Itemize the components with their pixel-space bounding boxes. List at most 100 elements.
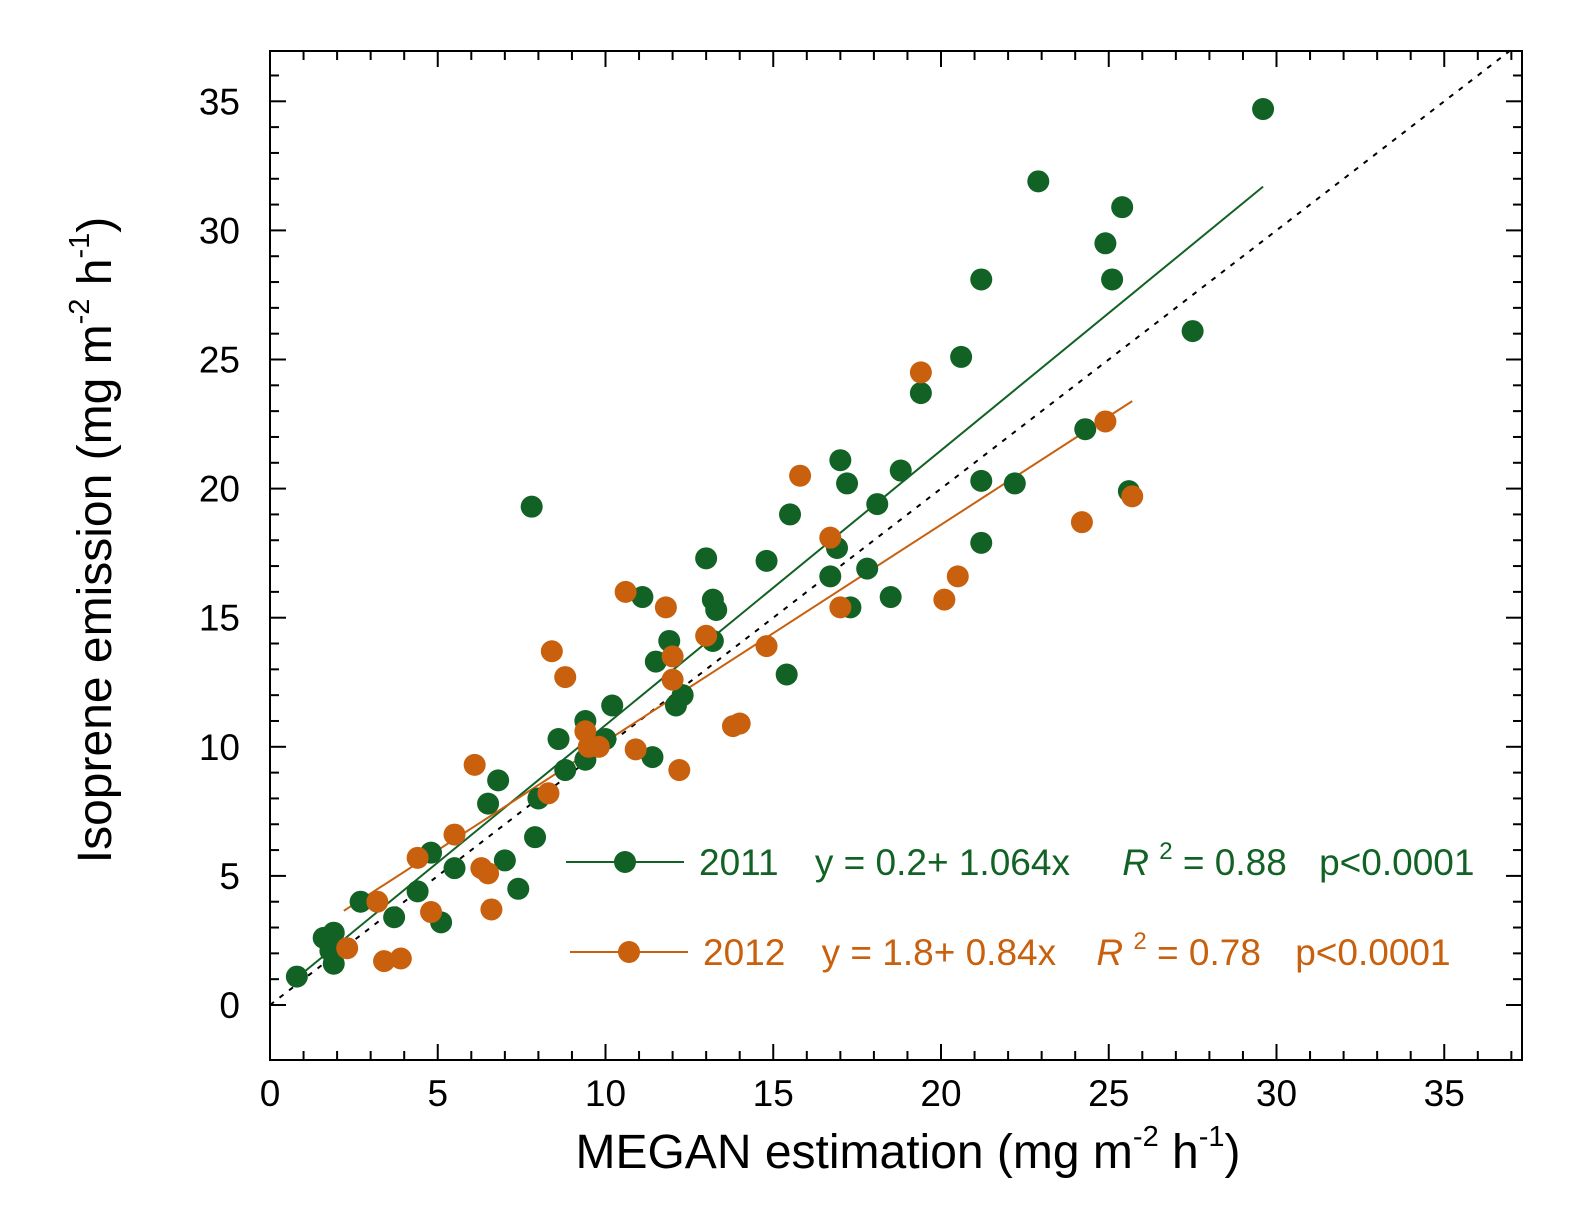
- point-2011: [1111, 196, 1134, 219]
- legend-r-label-2012: R: [1096, 932, 1123, 973]
- point-2011: [879, 586, 902, 609]
- fit-line-2011: [292, 185, 1264, 982]
- point-2011: [950, 345, 973, 368]
- legend-marker-2012: [618, 941, 640, 963]
- point-2011: [819, 565, 842, 588]
- point-2012: [1070, 511, 1093, 534]
- legend-marker-2011: [614, 851, 636, 873]
- legend-equation-2012: y = 1.8+ 0.84x: [822, 932, 1057, 973]
- point-2011: [554, 759, 577, 782]
- x-tick-label: 10: [585, 1073, 626, 1114]
- point-2011: [383, 906, 406, 929]
- point-2012: [909, 361, 932, 384]
- point-2011: [641, 746, 664, 769]
- point-2011: [487, 769, 510, 792]
- point-2012: [624, 738, 647, 761]
- point-2011: [970, 531, 993, 554]
- point-2012: [540, 640, 563, 663]
- point-2011: [755, 549, 778, 572]
- point-2011: [524, 826, 547, 849]
- point-2011: [1181, 320, 1204, 343]
- point-2011: [836, 472, 859, 495]
- point-2011: [477, 792, 500, 815]
- point-2012: [373, 950, 396, 973]
- point-2011: [829, 449, 852, 472]
- point-2011: [705, 598, 728, 621]
- point-2011: [856, 557, 879, 580]
- legend-background: [555, 828, 1505, 978]
- point-2011: [349, 890, 372, 913]
- point-2012: [554, 666, 577, 689]
- point-2011: [520, 495, 543, 518]
- point-2011: [493, 849, 516, 872]
- point-2011: [1074, 418, 1097, 441]
- point-2011: [285, 965, 308, 988]
- point-2011: [406, 880, 429, 903]
- data-points: [285, 98, 1275, 988]
- fit-line-2012: [343, 400, 1133, 912]
- y-tick-label: 0: [219, 985, 240, 1026]
- point-2012: [946, 565, 969, 588]
- y-axis-title: Isoprene emission (mg m-2 h-1): [64, 217, 122, 863]
- point-2011: [322, 952, 345, 975]
- legend-r-sup-2011: 2: [1159, 838, 1172, 865]
- point-2012: [336, 937, 359, 960]
- point-2011: [1252, 98, 1275, 121]
- point-2011: [970, 268, 993, 291]
- point-2012: [477, 862, 500, 885]
- point-2012: [789, 464, 812, 487]
- point-2011: [1094, 232, 1117, 255]
- point-2011: [779, 503, 802, 526]
- legend-label-2012: 2012 y = 1.8+ 0.84x R 2 = 0.78 p<0.0001: [703, 916, 1451, 973]
- point-2012: [933, 588, 956, 611]
- point-2011: [866, 493, 889, 516]
- point-2012: [406, 846, 429, 869]
- y-tick-label: 30: [199, 210, 240, 251]
- point-2011: [631, 586, 654, 609]
- point-2012: [1121, 485, 1144, 508]
- one-to-one-line: [269, 50, 1511, 1006]
- legend-year-2012: 2012: [703, 932, 785, 973]
- legend-equation-2011: y = 0.2+ 1.064x: [815, 842, 1071, 883]
- point-2012: [587, 735, 610, 758]
- legend-p-value-2011: p<0.0001: [1319, 842, 1474, 883]
- point-2011: [507, 877, 530, 900]
- point-2011: [601, 694, 624, 717]
- y-tick-label: 25: [199, 340, 240, 381]
- y-tick-label: 15: [199, 598, 240, 639]
- legend-r-value-2012: = 0.78: [1157, 932, 1261, 973]
- x-axis-title: MEGAN estimation (mg m-2 h-1): [575, 1121, 1240, 1179]
- y-tick-label: 10: [199, 727, 240, 768]
- point-2011: [644, 650, 667, 673]
- legend-p-value-2012: p<0.0001: [1295, 932, 1450, 973]
- point-2012: [443, 823, 466, 846]
- x-tick-label: 20: [920, 1073, 961, 1114]
- y-tick-label: 5: [219, 856, 240, 897]
- point-2012: [614, 580, 637, 603]
- x-tick-label: 35: [1424, 1073, 1465, 1114]
- x-tick-label: 0: [260, 1073, 281, 1114]
- point-2011: [443, 857, 466, 880]
- point-2012: [389, 947, 412, 970]
- legend-r-sup-2012: 2: [1133, 928, 1146, 955]
- legend-r-label-2011: R: [1122, 842, 1149, 883]
- tick-labels: 0 5 10 15 20 25 30 35 0 5 10 15 20 25 30 35: [199, 81, 1465, 1114]
- point-2011: [909, 382, 932, 405]
- point-2012: [480, 898, 503, 921]
- axis-ticks: [269, 51, 1522, 1060]
- point-2012: [755, 635, 778, 658]
- legend-r-value-2011: = 0.88: [1183, 842, 1287, 883]
- x-tick-label: 25: [1088, 1073, 1129, 1114]
- plot-frame: [269, 50, 1523, 1061]
- point-2012: [829, 596, 852, 619]
- x-tick-label: 15: [753, 1073, 794, 1114]
- legend-year-2011: 2011: [699, 842, 779, 883]
- point-2012: [668, 759, 691, 782]
- point-2012: [695, 624, 718, 647]
- x-tick-label: 30: [1256, 1073, 1297, 1114]
- point-2012: [1094, 410, 1117, 433]
- point-2012: [661, 645, 684, 668]
- point-2012: [463, 753, 486, 776]
- point-2011: [322, 921, 345, 944]
- x-tick-label: 5: [427, 1073, 448, 1114]
